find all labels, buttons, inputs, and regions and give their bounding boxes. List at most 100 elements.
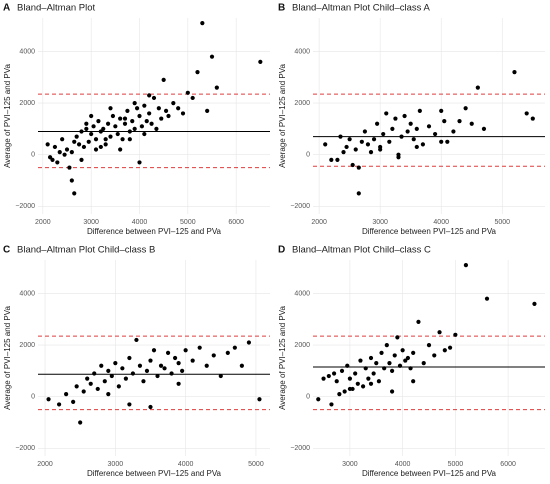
- point: [108, 134, 113, 139]
- point: [408, 121, 413, 126]
- panel-title: Bland–Altman Plot Child–class C: [292, 245, 431, 256]
- x-tick-label: 4000: [132, 219, 148, 226]
- point: [345, 363, 350, 368]
- point: [105, 121, 111, 126]
- point: [433, 131, 438, 137]
- point: [347, 376, 353, 381]
- point: [338, 134, 343, 139]
- point: [414, 126, 419, 131]
- point: [432, 353, 437, 358]
- point: [362, 129, 367, 134]
- point: [130, 371, 136, 376]
- point: [389, 368, 395, 373]
- point: [457, 119, 462, 124]
- point: [403, 358, 408, 363]
- point: [447, 345, 453, 350]
- point: [389, 389, 395, 394]
- point: [127, 402, 132, 407]
- point: [72, 191, 77, 196]
- point: [120, 137, 125, 142]
- point: [134, 106, 140, 111]
- point: [411, 137, 416, 142]
- point: [426, 124, 432, 129]
- point: [451, 129, 456, 134]
- point: [225, 350, 230, 355]
- point: [239, 363, 244, 368]
- point: [481, 126, 487, 131]
- point: [363, 366, 368, 371]
- point: [166, 113, 171, 119]
- point: [387, 139, 392, 144]
- point: [366, 376, 371, 381]
- point: [390, 126, 395, 131]
- y-tick-label: −2000: [290, 445, 310, 452]
- y-tick-label: 0: [306, 394, 310, 401]
- x-tick-label: 3000: [108, 461, 124, 468]
- point: [475, 85, 480, 90]
- x-axis-title: Difference between PVI–125 and PVa: [362, 227, 497, 236]
- panel-letter: A: [3, 3, 10, 14]
- point: [524, 111, 529, 116]
- point: [185, 90, 190, 95]
- x-tick-label: 4000: [433, 219, 449, 226]
- y-axis-title: Average of PVI–125 and PVa: [3, 64, 12, 168]
- point: [67, 165, 72, 170]
- point: [127, 129, 132, 134]
- point: [408, 366, 413, 371]
- point: [115, 131, 120, 137]
- y-tick-label: 4000: [19, 290, 35, 297]
- point: [122, 116, 128, 121]
- point: [399, 134, 404, 139]
- point: [55, 160, 60, 165]
- x-axis-title: Difference between PVI–125 and PVa: [87, 469, 222, 478]
- point: [405, 355, 411, 361]
- point: [81, 389, 86, 394]
- panel-title: Bland–Altman Plot Child–class A: [292, 3, 430, 14]
- point: [375, 121, 380, 126]
- point: [387, 361, 392, 366]
- point: [89, 113, 94, 119]
- point: [159, 116, 164, 121]
- point: [358, 358, 363, 363]
- y-axis-title: Average of PVI–125 and PVa: [278, 64, 287, 168]
- point: [402, 113, 407, 119]
- point: [72, 139, 77, 144]
- point: [437, 330, 442, 335]
- y-tick-label: 4000: [19, 48, 35, 55]
- point: [148, 358, 153, 363]
- panel-title: Bland–Altman Plot: [17, 3, 96, 14]
- point: [512, 70, 517, 75]
- point: [81, 144, 87, 150]
- point: [463, 263, 469, 268]
- point: [163, 108, 169, 113]
- point: [360, 384, 366, 389]
- y-tick-label: 2000: [19, 342, 35, 349]
- point: [137, 113, 142, 119]
- point: [195, 70, 200, 75]
- y-tick-label: 0: [31, 394, 35, 401]
- point: [172, 355, 178, 361]
- y-tick-label: 2000: [294, 100, 310, 107]
- point: [165, 350, 171, 355]
- point: [151, 348, 157, 353]
- point: [118, 147, 123, 152]
- point: [78, 420, 83, 425]
- point: [232, 345, 237, 350]
- point: [141, 379, 146, 384]
- point: [92, 371, 97, 376]
- point: [56, 402, 62, 407]
- x-tick-label: 2000: [311, 219, 327, 226]
- point: [89, 131, 94, 137]
- x-tick-label: 3000: [342, 461, 358, 468]
- point: [442, 348, 447, 353]
- point: [120, 366, 125, 371]
- point: [74, 384, 79, 389]
- y-tick-label: 4000: [294, 290, 310, 297]
- point: [62, 152, 67, 157]
- y-tick-label: −2000: [290, 203, 310, 210]
- point: [116, 384, 121, 389]
- x-tick-label: 5000: [248, 461, 264, 468]
- point: [84, 121, 89, 126]
- point: [123, 376, 128, 381]
